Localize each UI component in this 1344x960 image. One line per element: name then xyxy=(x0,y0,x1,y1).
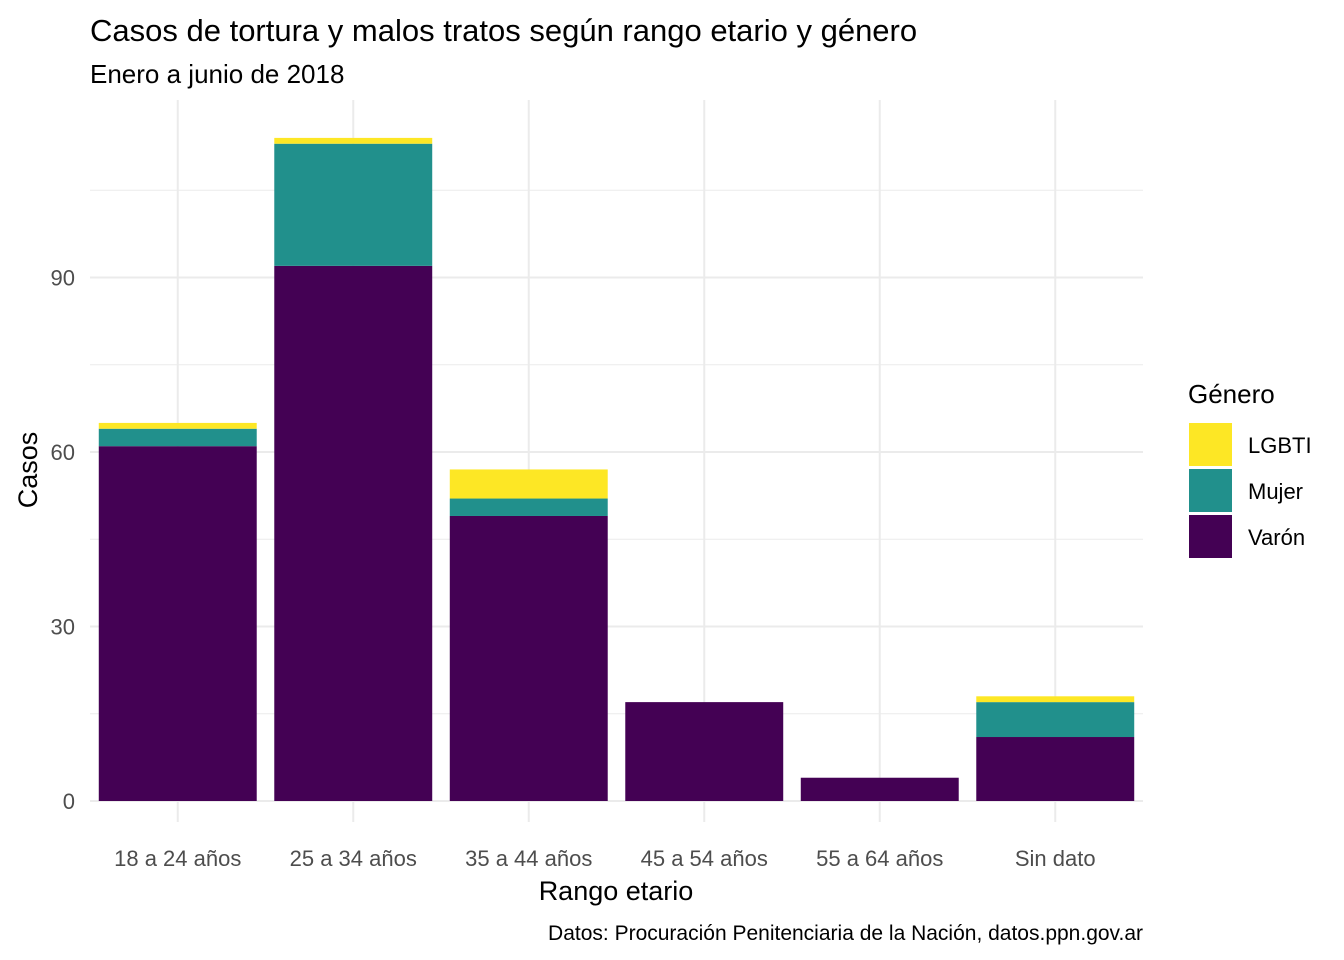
bar-segment xyxy=(274,137,433,144)
bar-segment xyxy=(98,446,257,801)
legend-label: LGBTI xyxy=(1248,433,1312,458)
bars xyxy=(98,137,1135,801)
x-tick-label: 25 a 34 años xyxy=(290,846,417,871)
legend-title: Género xyxy=(1188,379,1275,409)
bar-segment xyxy=(274,143,433,266)
y-axis-title: Casos xyxy=(13,432,43,509)
chart-subtitle: Enero a junio de 2018 xyxy=(90,59,344,89)
bar-segment xyxy=(449,515,608,801)
y-tick-label: 60 xyxy=(51,440,75,465)
x-axis-ticks: 18 a 24 años 25 a 34 años 35 a 44 años 45 a… xyxy=(114,846,1095,871)
bar-segment xyxy=(976,737,1135,801)
x-tick-label: Sin dato xyxy=(1015,846,1096,871)
bar-segment xyxy=(976,702,1135,738)
bar-segment xyxy=(274,265,433,801)
x-tick-label: 18 a 24 años xyxy=(114,846,241,871)
legend: Género LGBTI Mujer Varón xyxy=(1188,379,1312,558)
chart-title: Casos de tortura y malos tratos según ra… xyxy=(90,13,917,48)
legend-swatch xyxy=(1189,423,1232,466)
x-axis-title: Rango etario xyxy=(539,876,694,906)
x-tick-label: 55 a 64 años xyxy=(816,846,943,871)
bar-segment xyxy=(625,702,784,801)
bar-segment xyxy=(449,469,608,499)
legend-swatch xyxy=(1189,469,1232,512)
bar-segment xyxy=(98,422,257,429)
bar-segment xyxy=(98,428,257,447)
y-axis-ticks: 0 30 60 90 xyxy=(51,266,75,815)
legend-swatch xyxy=(1189,515,1232,558)
y-tick-label: 0 xyxy=(63,789,75,814)
chart-caption: Datos: Procuración Penitenciaria de la N… xyxy=(548,922,1143,945)
x-tick-label: 45 a 54 años xyxy=(641,846,768,871)
bar-segment xyxy=(800,777,959,801)
bar-segment xyxy=(976,696,1135,703)
y-tick-label: 90 xyxy=(51,266,75,291)
legend-label: Mujer xyxy=(1248,479,1303,504)
y-tick-label: 30 xyxy=(51,615,75,640)
x-tick-label: 35 a 44 años xyxy=(465,846,592,871)
bar-segment xyxy=(449,498,608,516)
legend-label: Varón xyxy=(1248,525,1305,550)
